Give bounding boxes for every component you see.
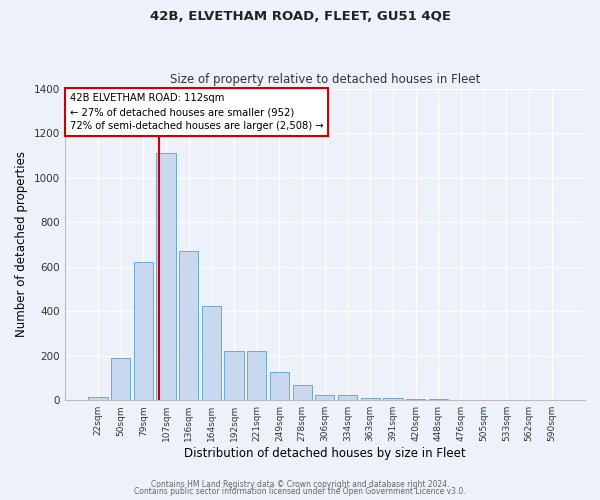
Text: 42B ELVETHAM ROAD: 112sqm
← 27% of detached houses are smaller (952)
72% of semi: 42B ELVETHAM ROAD: 112sqm ← 27% of detac…	[70, 93, 323, 131]
Bar	[157, 153, 176, 400]
Text: Contains public sector information licensed under the Open Government Licence v3: Contains public sector information licen…	[134, 487, 466, 496]
Text: Contains HM Land Registry data © Crown copyright and database right 2024.: Contains HM Land Registry data © Crown c…	[151, 480, 449, 489]
Bar	[179, 251, 199, 400]
Bar	[134, 262, 153, 400]
Bar	[88, 397, 107, 400]
Title: Size of property relative to detached houses in Fleet: Size of property relative to detached ho…	[170, 73, 480, 86]
Y-axis label: Number of detached properties: Number of detached properties	[15, 152, 28, 338]
Bar	[247, 351, 266, 400]
Text: 42B, ELVETHAM ROAD, FLEET, GU51 4QE: 42B, ELVETHAM ROAD, FLEET, GU51 4QE	[149, 10, 451, 23]
Bar	[270, 372, 289, 400]
X-axis label: Distribution of detached houses by size in Fleet: Distribution of detached houses by size …	[184, 447, 466, 460]
Bar	[428, 399, 448, 400]
Bar	[361, 398, 380, 400]
Bar	[293, 384, 312, 400]
Bar	[315, 394, 334, 400]
Bar	[383, 398, 403, 400]
Bar	[406, 399, 425, 400]
Bar	[202, 306, 221, 400]
Bar	[224, 351, 244, 400]
Bar	[338, 394, 357, 400]
Bar	[111, 358, 130, 400]
